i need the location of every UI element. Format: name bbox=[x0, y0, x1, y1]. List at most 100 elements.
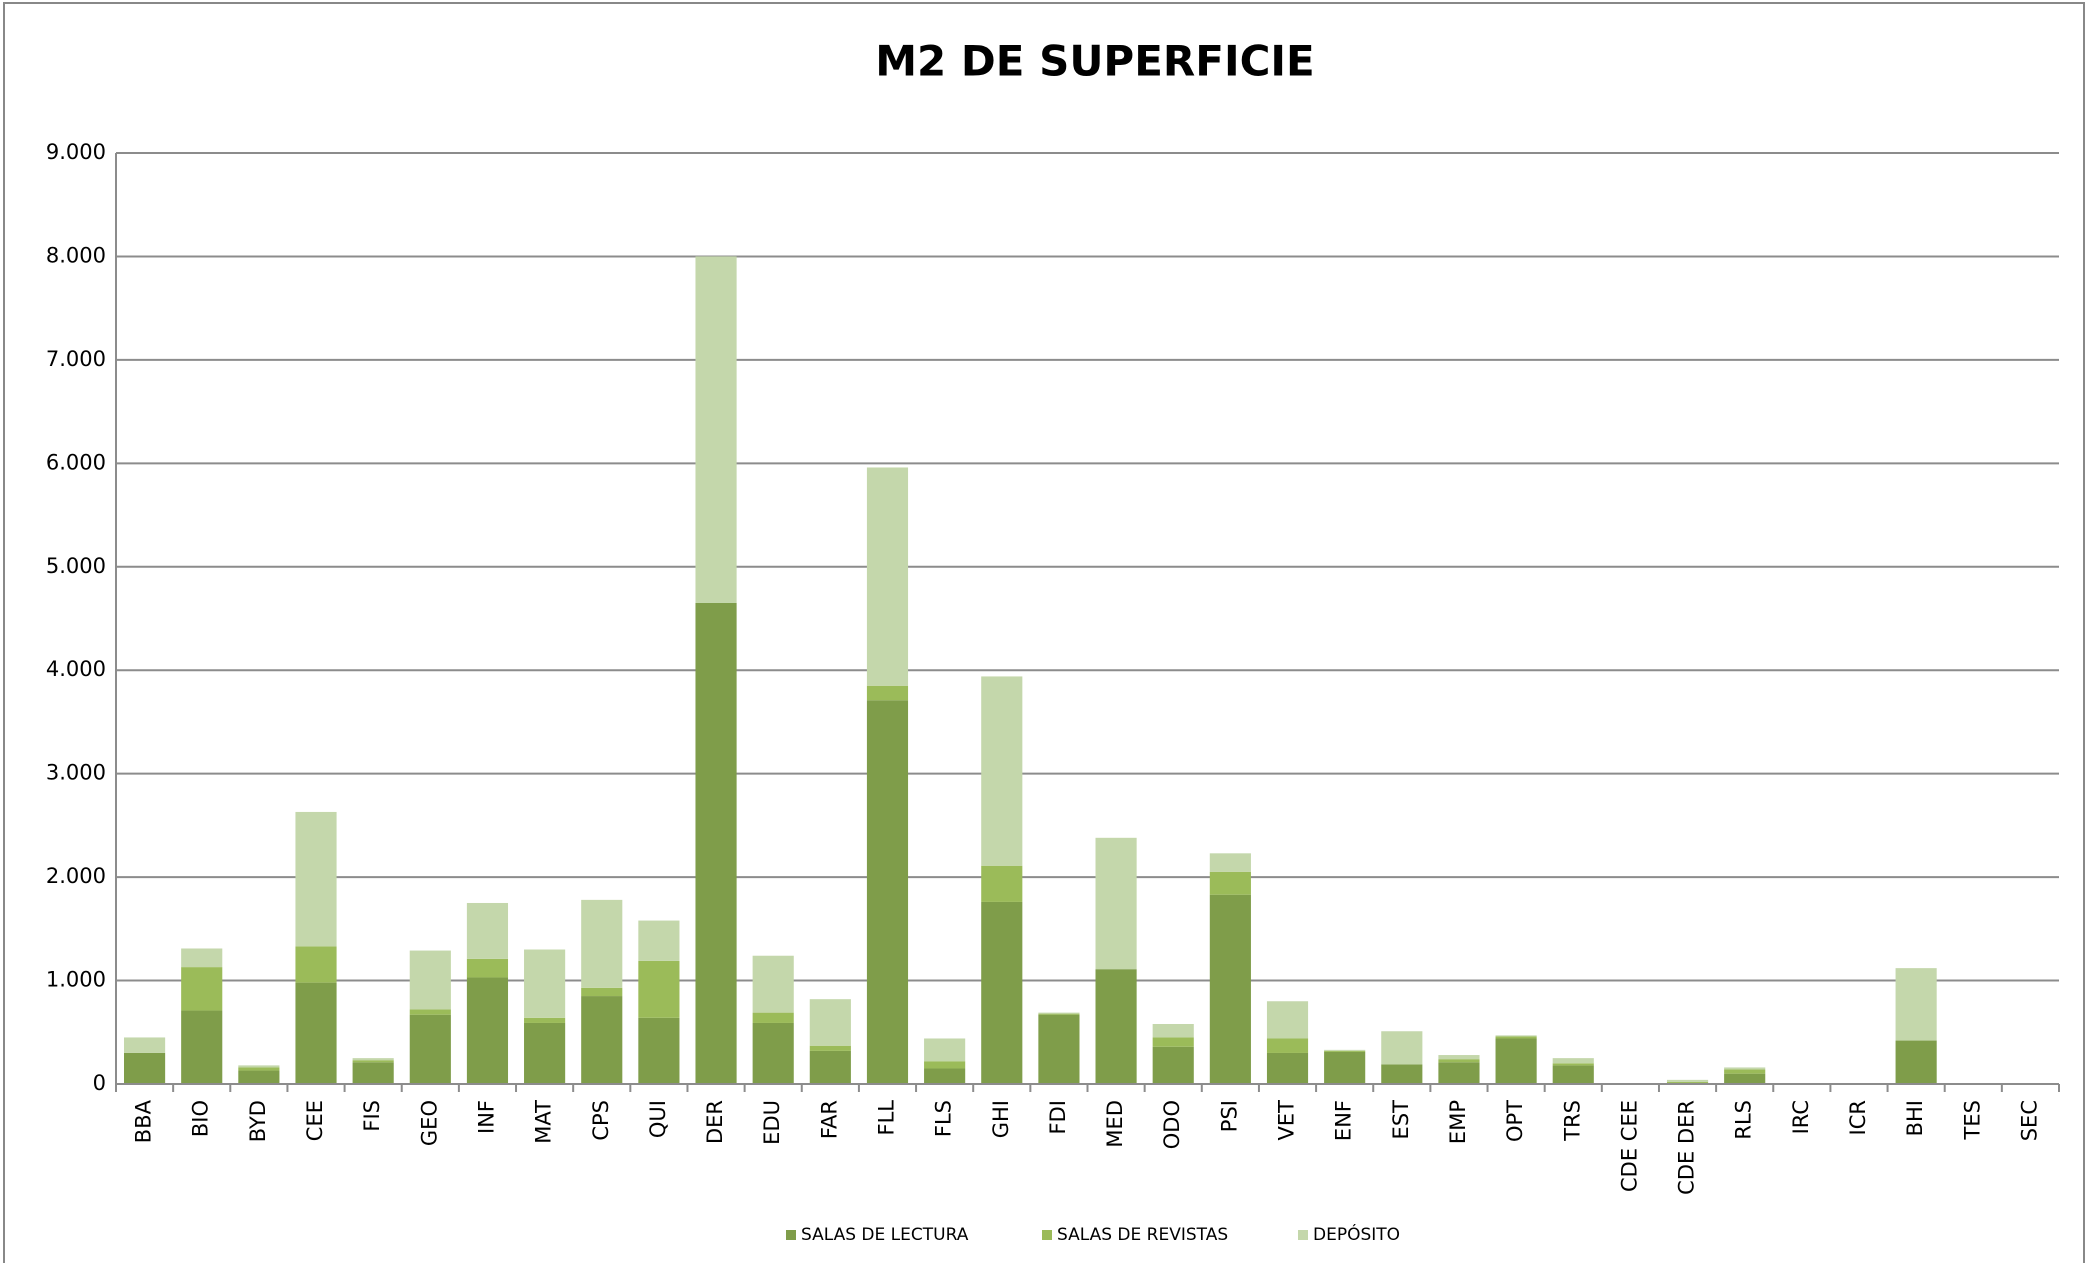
y-tick-label: 2.000 bbox=[46, 864, 106, 888]
bar-segment bbox=[1152, 1046, 1194, 1084]
x-tick-label: MAT bbox=[532, 1100, 556, 1144]
bar-segment bbox=[1438, 1059, 1480, 1063]
bar-segment bbox=[1552, 1063, 1594, 1066]
bar-segment bbox=[295, 982, 337, 1084]
bar-segment bbox=[866, 685, 909, 701]
bar-segment bbox=[1038, 1012, 1080, 1014]
y-tick-label: 1.000 bbox=[46, 968, 106, 992]
bar-segment bbox=[1666, 1079, 1709, 1082]
bar-segment bbox=[1038, 1013, 1080, 1015]
bar-segment bbox=[981, 865, 1023, 902]
bar-segment bbox=[1095, 837, 1137, 970]
x-tick-label: QUI bbox=[646, 1100, 670, 1138]
x-tick-label: SEC bbox=[2017, 1100, 2041, 1141]
bar-segment bbox=[924, 1061, 966, 1069]
bar-segment bbox=[1552, 1058, 1594, 1064]
bar-segment bbox=[581, 996, 623, 1084]
bar-segment bbox=[1438, 1055, 1480, 1060]
bar-segment bbox=[1724, 1067, 1766, 1070]
bar-segment bbox=[238, 1070, 280, 1084]
bar-segment bbox=[409, 1009, 451, 1015]
bar-segment bbox=[695, 602, 737, 1084]
bar-segment bbox=[524, 949, 566, 1018]
bar-segment bbox=[124, 1037, 166, 1053]
bar-segment bbox=[181, 948, 223, 968]
bar-segment bbox=[809, 1045, 851, 1051]
x-tick-label: INF bbox=[474, 1100, 498, 1134]
legend-swatch bbox=[786, 1230, 796, 1240]
bar-segment bbox=[1381, 1064, 1423, 1084]
bar-segment bbox=[1266, 1052, 1309, 1084]
bar-segment bbox=[1209, 894, 1251, 1084]
y-tick-label: 6.000 bbox=[46, 450, 106, 474]
x-tick-label: TRS bbox=[1560, 1100, 1584, 1142]
bar-segment bbox=[1324, 1050, 1366, 1052]
y-tick-label: 0 bbox=[93, 1071, 106, 1095]
bar-segment bbox=[1495, 1035, 1537, 1037]
bar-segment bbox=[581, 899, 623, 988]
y-tick-label: 5.000 bbox=[46, 554, 106, 578]
legend-label: SALAS DE REVISTAS bbox=[1057, 1225, 1228, 1245]
x-tick-label: GHI bbox=[989, 1100, 1013, 1138]
bar-segment bbox=[1152, 1024, 1194, 1038]
chart-title: M2 DE SUPERFICIE bbox=[875, 37, 1314, 86]
x-tick-label: CDE DER bbox=[1675, 1100, 1699, 1195]
bar-segment bbox=[1324, 1049, 1366, 1051]
bar-segment bbox=[924, 1038, 966, 1062]
bar-segment bbox=[1895, 1040, 1937, 1084]
bar-segment bbox=[1552, 1065, 1594, 1084]
bar-segment bbox=[466, 958, 509, 978]
bar-segment bbox=[238, 1065, 280, 1068]
bar-segment bbox=[1209, 853, 1251, 872]
bar-segment bbox=[295, 811, 337, 947]
bar-segment bbox=[981, 676, 1023, 866]
bar-segment bbox=[524, 1022, 566, 1084]
y-tick-label: 3.000 bbox=[46, 761, 106, 785]
bar-segment bbox=[981, 901, 1023, 1084]
x-tick-label: BBA bbox=[132, 1099, 156, 1143]
bar-segment bbox=[238, 1067, 280, 1071]
x-tick-label: OPT bbox=[1503, 1100, 1527, 1142]
bar-segment bbox=[466, 902, 509, 959]
bar-segment bbox=[752, 1022, 794, 1084]
x-tick-label: ICR bbox=[1846, 1100, 1870, 1135]
x-tick-label: CPS bbox=[589, 1100, 613, 1141]
x-tick-label: FLL bbox=[874, 1100, 898, 1136]
x-tick-label: DER bbox=[703, 1100, 727, 1144]
x-tick-label: MED bbox=[1103, 1100, 1127, 1148]
y-tick-label: 4.000 bbox=[46, 657, 106, 681]
bar-segment bbox=[1495, 1038, 1537, 1084]
x-tick-label: ENF bbox=[1332, 1100, 1356, 1141]
x-tick-label: EST bbox=[1389, 1100, 1413, 1140]
bar-segment bbox=[295, 946, 337, 983]
bar-segment bbox=[1266, 1001, 1309, 1039]
bar-segment bbox=[866, 700, 909, 1084]
bar-segment bbox=[866, 467, 909, 686]
x-tick-label: FIS bbox=[360, 1100, 384, 1132]
x-tick-label: TES bbox=[1960, 1100, 1984, 1140]
bar-segment bbox=[409, 950, 451, 1010]
x-tick-label: IRC bbox=[1789, 1100, 1813, 1134]
bar-segment bbox=[581, 987, 623, 997]
bar-segment bbox=[695, 256, 737, 603]
x-tick-label: FDI bbox=[1046, 1100, 1070, 1134]
bar-segment bbox=[752, 955, 794, 1013]
bar-segment bbox=[924, 1068, 966, 1084]
bar-segment bbox=[809, 1050, 851, 1084]
bar-segment bbox=[524, 1017, 566, 1023]
bar-segment bbox=[752, 1012, 794, 1023]
bar-segment bbox=[1152, 1037, 1194, 1047]
bar-segment bbox=[1209, 871, 1251, 895]
x-tick-label: VET bbox=[1275, 1100, 1299, 1141]
bar-segment bbox=[1724, 1069, 1766, 1074]
bar-segment bbox=[352, 1058, 394, 1061]
y-tick-label: 8.000 bbox=[46, 243, 106, 267]
bar-segment bbox=[638, 920, 680, 961]
x-tick-label: EDU bbox=[760, 1100, 784, 1145]
x-tick-label: FLS bbox=[932, 1100, 956, 1137]
bar-segment bbox=[1724, 1073, 1766, 1084]
x-tick-label: BHI bbox=[1903, 1100, 1927, 1136]
bar-segment bbox=[638, 1017, 680, 1084]
bar-segment bbox=[124, 1052, 166, 1084]
